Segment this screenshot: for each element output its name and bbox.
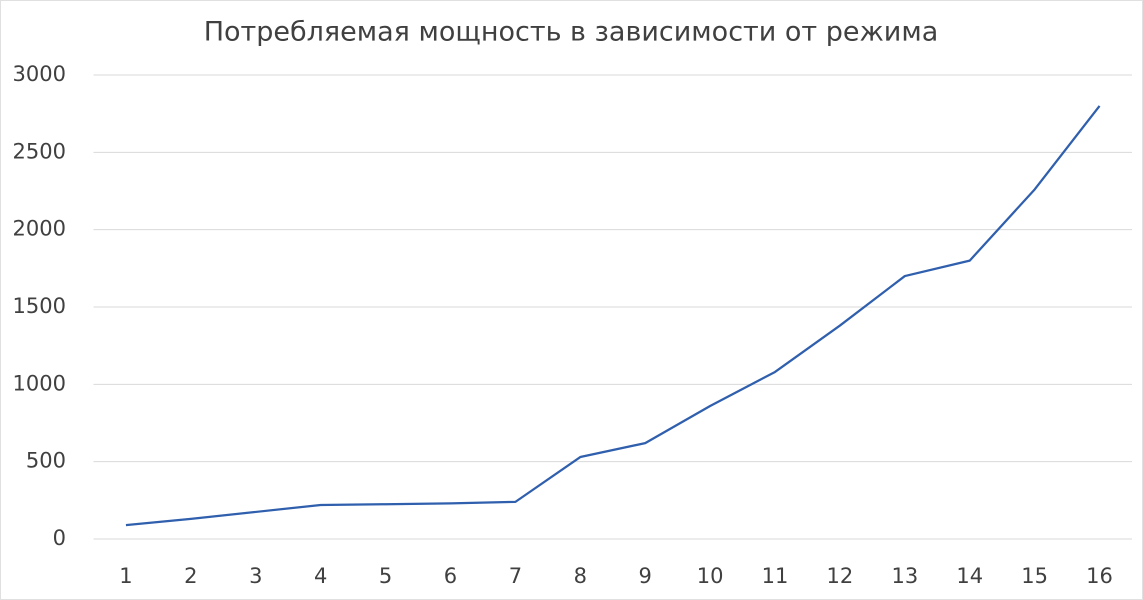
x-tick-label: 14 (956, 564, 983, 588)
x-tick-label: 12 (827, 564, 854, 588)
x-tick-label: 10 (697, 564, 724, 588)
y-tick-label: 1000 (13, 371, 66, 395)
y-tick-label: 500 (26, 449, 66, 473)
x-tick-label: 8 (574, 564, 587, 588)
x-tick-label: 5 (379, 564, 392, 588)
x-tick-label: 3 (249, 564, 262, 588)
y-tick-label: 3000 (13, 62, 66, 86)
x-tick-label: 6 (444, 564, 457, 588)
x-tick-label: 15 (1021, 564, 1048, 588)
y-tick-label: 2000 (13, 217, 66, 241)
y-tick-label: 0 (53, 526, 66, 550)
x-tick-label: 16 (1086, 564, 1113, 588)
x-tick-label: 7 (509, 564, 522, 588)
data-line (125, 105, 1101, 527)
x-tick-label: 13 (891, 564, 918, 588)
y-tick-label: 1500 (13, 294, 66, 318)
x-tick-label: 2 (184, 564, 197, 588)
chart-title: Потребляемая мощность в зависимости от р… (204, 17, 939, 48)
x-tick-label: 4 (314, 564, 327, 588)
x-tick-label: 1 (119, 564, 132, 588)
y-tick-label: 2500 (13, 139, 66, 163)
x-tick-label: 9 (639, 564, 652, 588)
x-tick-label: 11 (762, 564, 789, 588)
